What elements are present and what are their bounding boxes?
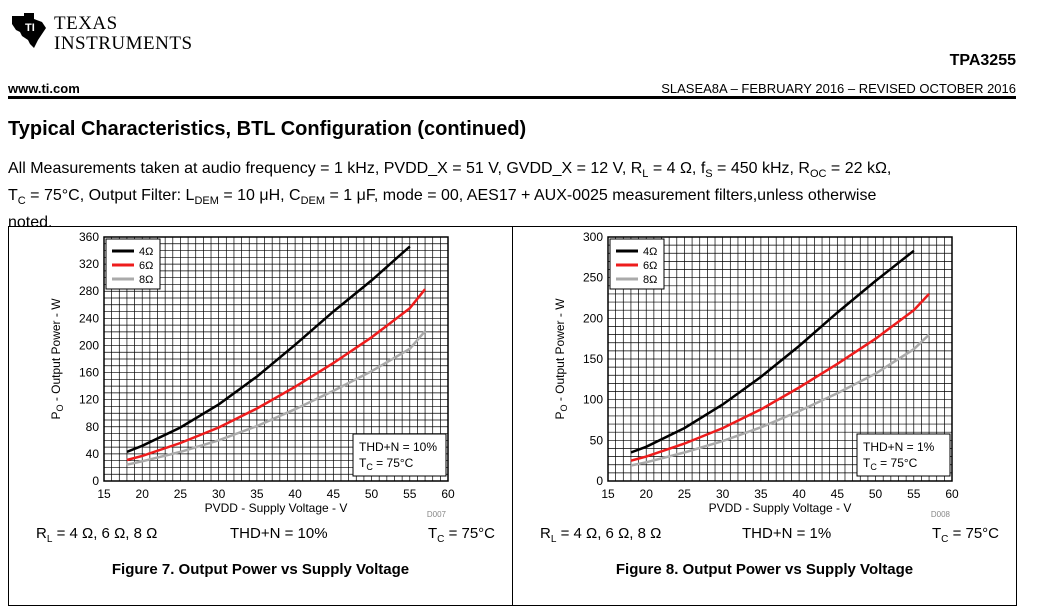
y-tick-label: 200 bbox=[79, 338, 99, 352]
conditions-line2: TC = 75°C, Output Filter: LDEM = 10 μH, … bbox=[8, 187, 877, 208]
ti-state-icon: TI bbox=[12, 13, 46, 48]
y-tick-label: 250 bbox=[583, 271, 603, 285]
y-tick-label: 240 bbox=[79, 311, 99, 325]
x-tick-label: 60 bbox=[441, 487, 455, 501]
annotation-thd: THD+N = 10% bbox=[359, 440, 437, 454]
logo-line1: TEXAS bbox=[54, 13, 118, 34]
x-axis-label: PVDD - Supply Voltage - V bbox=[709, 501, 852, 515]
y-tick-label: 100 bbox=[583, 393, 603, 407]
x-axis-label: PVDD - Supply Voltage - V bbox=[205, 501, 348, 515]
y-tick-label: 80 bbox=[86, 420, 100, 434]
legend-label: 6Ω bbox=[643, 260, 657, 272]
x-tick-label: 15 bbox=[97, 487, 111, 501]
figure-code: D007 bbox=[427, 510, 447, 519]
y-tick-label: 360 bbox=[79, 230, 99, 244]
legend-label: 4Ω bbox=[643, 246, 657, 258]
legend-label: 8Ω bbox=[139, 274, 153, 286]
fig1-cond-thd: THD+N = 10% bbox=[230, 525, 328, 542]
annotation-tc: TC = 75°C bbox=[359, 456, 414, 472]
legend-label: 4Ω bbox=[139, 246, 153, 258]
x-tick-label: 15 bbox=[601, 487, 615, 501]
legend-label: 6Ω bbox=[139, 260, 153, 272]
part-number: TPA3255 bbox=[949, 52, 1016, 69]
series-line-8ohm bbox=[126, 330, 427, 466]
x-tick-label: 50 bbox=[869, 487, 883, 501]
x-tick-label: 30 bbox=[212, 487, 226, 501]
x-tick-label: 25 bbox=[174, 487, 188, 501]
x-tick-label: 50 bbox=[365, 487, 379, 501]
figure-7-caption: Figure 7. Output Power vs Supply Voltage bbox=[111, 561, 410, 578]
svg-text:TI: TI bbox=[25, 22, 35, 34]
annotation-tc: TC = 75°C bbox=[863, 456, 918, 472]
x-tick-label: 35 bbox=[754, 487, 768, 501]
x-tick-label: 55 bbox=[403, 487, 417, 501]
x-tick-label: 35 bbox=[250, 487, 264, 501]
annotation-box bbox=[352, 433, 447, 477]
x-tick-label: 20 bbox=[640, 487, 654, 501]
fig1-cond-rl: RL = 4 Ω, 6 Ω, 8 Ω bbox=[36, 525, 158, 545]
chart-1: 15 20 25 30 35 40 45 50 55 60 0 40 80 120 160 200 240 280… bbox=[49, 230, 455, 519]
y-tick-label: 0 bbox=[596, 474, 603, 488]
conditions-text: All Measurements taken at audio frequenc… bbox=[8, 158, 1023, 234]
series-line-6ohm bbox=[630, 293, 931, 462]
annotation-box bbox=[856, 433, 951, 477]
series-line-8ohm bbox=[630, 333, 930, 467]
x-tick-label: 45 bbox=[327, 487, 341, 501]
x-tick-label: 40 bbox=[288, 487, 302, 501]
x-tick-label: 30 bbox=[716, 487, 730, 501]
fig2-cond-tc: TC = 75°C bbox=[932, 525, 1000, 545]
plot-frame bbox=[103, 236, 449, 482]
y-tick-label: 150 bbox=[583, 352, 603, 366]
y-tick-label: 300 bbox=[583, 230, 603, 244]
y-axis-label: PO - Output Power - W bbox=[553, 298, 569, 420]
fig2-cond-rl: RL = 4 Ω, 6 Ω, 8 Ω bbox=[540, 525, 662, 545]
legend-label: 8Ω bbox=[643, 274, 657, 286]
y-tick-label: 160 bbox=[79, 366, 99, 380]
y-tick-label: 40 bbox=[86, 447, 100, 461]
section-title: Typical Characteristics, BTL Configurati… bbox=[8, 118, 527, 140]
revision-info: SLASEA8A – FEBRUARY 2016 – REVISED OCTOB… bbox=[661, 81, 1016, 96]
y-tick-label: 320 bbox=[79, 257, 99, 271]
x-tick-label: 20 bbox=[136, 487, 150, 501]
y-tick-label: 280 bbox=[79, 284, 99, 298]
y-tick-label: 50 bbox=[590, 433, 604, 447]
fig1-cond-tc: TC = 75°C bbox=[428, 525, 496, 545]
conditions-line1: All Measurements taken at audio frequenc… bbox=[8, 160, 892, 181]
y-tick-label: 0 bbox=[92, 474, 99, 488]
y-tick-label: 200 bbox=[583, 311, 603, 325]
figure-8-caption: Figure 8. Output Power vs Supply Voltage bbox=[615, 561, 914, 578]
y-axis-label: PO - Output Power - W bbox=[49, 298, 65, 420]
annotation-thd: THD+N = 1% bbox=[863, 440, 935, 454]
x-tick-label: 60 bbox=[945, 487, 959, 501]
ti-logo: TI TEXAS INSTRUMENTS bbox=[8, 8, 198, 54]
website-link[interactable]: www.ti.com bbox=[8, 81, 80, 96]
header-rule bbox=[8, 96, 1016, 99]
x-tick-label: 45 bbox=[831, 487, 845, 501]
series-line-4ohm bbox=[126, 245, 411, 454]
series-line-4ohm bbox=[630, 249, 915, 454]
series-line-6ohm bbox=[126, 288, 427, 462]
chart-2: 15 20 25 30 35 40 45 50 55 60 0 50 100 150 200 250 300 PV… bbox=[553, 230, 959, 519]
x-tick-label: 55 bbox=[907, 487, 921, 501]
figure-code: D008 bbox=[931, 510, 951, 519]
fig2-cond-thd: THD+N = 1% bbox=[742, 525, 832, 542]
x-tick-label: 25 bbox=[678, 487, 692, 501]
y-tick-label: 120 bbox=[79, 393, 99, 407]
x-tick-label: 40 bbox=[792, 487, 806, 501]
logo-line2: INSTRUMENTS bbox=[54, 33, 193, 54]
plot-frame bbox=[607, 236, 953, 482]
conditions-line3: noted. bbox=[8, 214, 53, 232]
